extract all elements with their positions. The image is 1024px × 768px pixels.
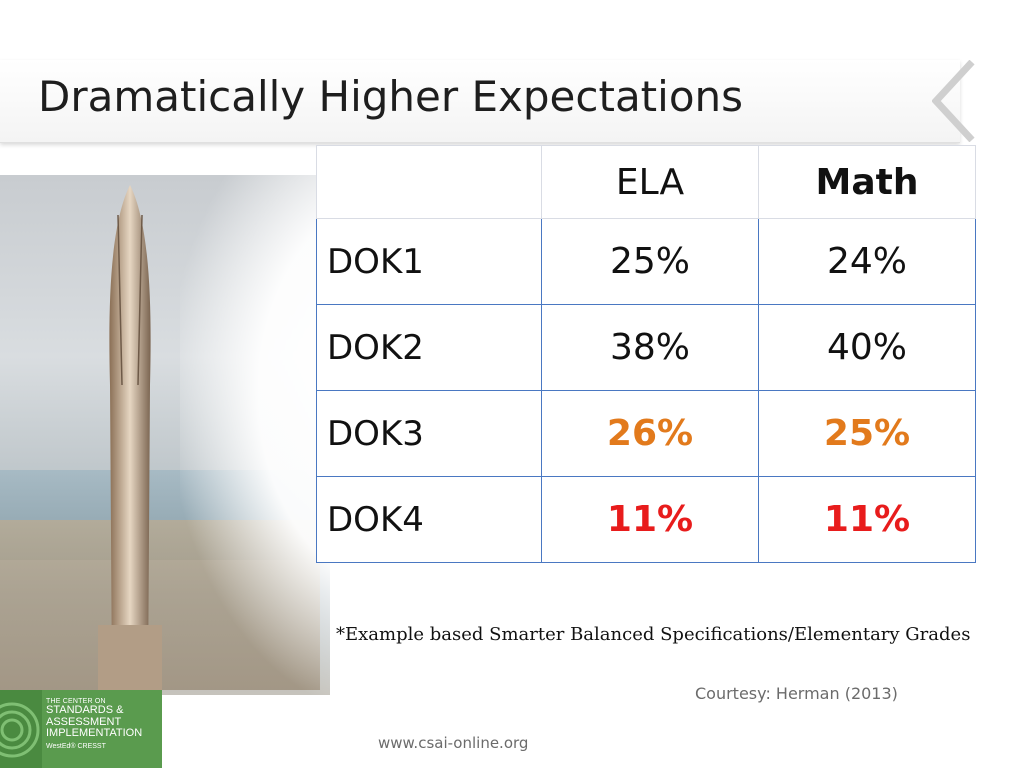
cell-dok4-math: 11% [758, 476, 976, 563]
cell-dok2-math: 40% [758, 304, 976, 391]
cell-dok4-ela: 11% [541, 476, 759, 563]
cell-dok3-ela: 26% [541, 390, 759, 477]
logo-ring-icon [0, 690, 42, 768]
courtesy-credit: Courtesy: Herman (2013) [695, 684, 898, 703]
cell-dok3-math: 25% [758, 390, 976, 477]
table-header-math: Math [758, 145, 976, 219]
table-row: DOK1 25% 24% [316, 218, 976, 305]
csai-logo: THE CENTER ON STANDARDS & ASSESSMENT IMP… [0, 690, 162, 768]
row-label-dok1: DOK1 [316, 218, 542, 305]
title-bar [0, 60, 960, 143]
cell-dok1-math: 24% [758, 218, 976, 305]
table-header-empty [316, 145, 542, 219]
dok-table: ELA Math DOK1 25% 24% DOK2 38% 40% DOK3 … [316, 145, 976, 563]
table-row: DOK2 38% 40% [316, 304, 976, 391]
chevron-left-icon [932, 60, 975, 142]
cell-dok1-ela: 25% [541, 218, 759, 305]
logo-text: THE CENTER ON STANDARDS & ASSESSMENT IMP… [46, 698, 142, 750]
slide-title: Dramatically Higher Expectations [38, 72, 744, 121]
row-label-dok3: DOK3 [316, 390, 542, 477]
logo-partners: WestEd® CRESST [46, 742, 106, 750]
table-row: DOK4 11% 11% [316, 476, 976, 563]
logo-line2: STANDARDS & [46, 704, 124, 717]
tower-illustration [98, 185, 162, 695]
row-label-dok4: DOK4 [316, 476, 542, 563]
footnote: *Example based Smarter Balanced Specific… [336, 624, 971, 645]
row-label-dok2: DOK2 [316, 304, 542, 391]
table-header-row: ELA Math [316, 145, 976, 219]
logo-line1: THE CENTER ON [46, 698, 106, 705]
logo-line4: IMPLEMENTATION [46, 727, 143, 740]
cell-dok2-ela: 38% [541, 304, 759, 391]
table-row: DOK3 26% 25% [316, 390, 976, 477]
footer-url[interactable]: www.csai-online.org [378, 734, 529, 752]
table-header-ela: ELA [541, 145, 759, 219]
logo-line3: ASSESSMENT [46, 715, 122, 728]
